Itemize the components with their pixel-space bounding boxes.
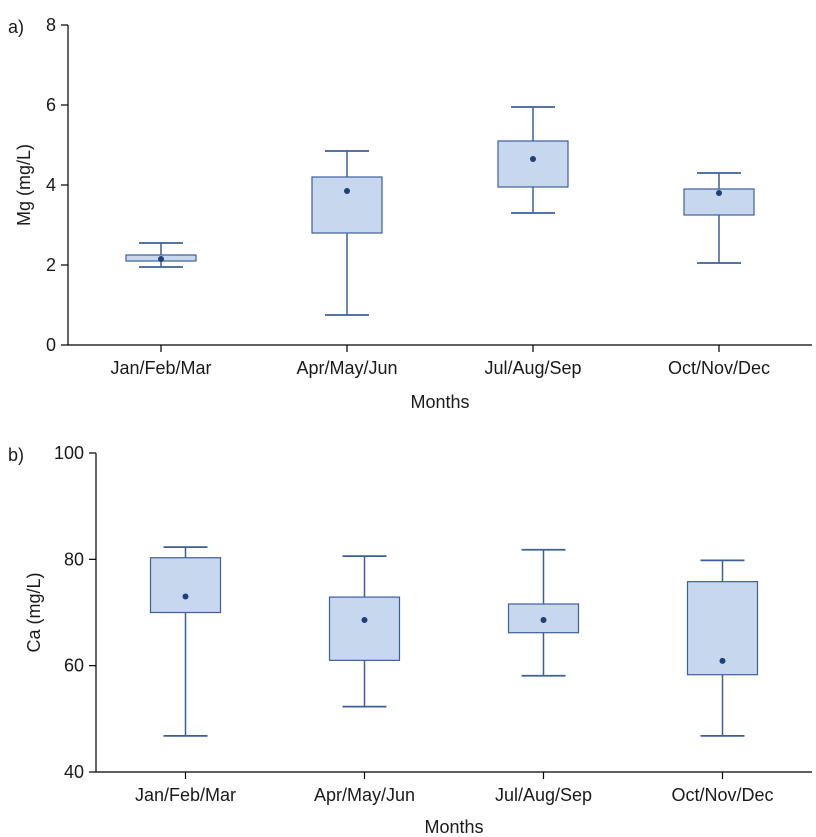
x-axis-title: Months: [410, 392, 469, 412]
y-axis-title: Ca (mg/L): [24, 572, 44, 652]
mean-point: [530, 156, 536, 162]
box-iqr: [311, 176, 383, 234]
x-axis-title: Months: [424, 817, 483, 837]
x-tick-label: Jul/Aug/Sep: [484, 358, 581, 378]
y-tick-label: 80: [64, 549, 84, 569]
mean-point: [158, 256, 164, 262]
y-tick-label: 60: [64, 656, 84, 676]
y-tick-label: 100: [54, 443, 84, 463]
x-tick-label: Apr/May/Jun: [296, 358, 397, 378]
y-tick-label: 40: [64, 762, 84, 782]
x-tick-label: Jul/Aug/Sep: [495, 785, 592, 805]
y-axis-title: Mg (mg/L): [14, 144, 34, 226]
mean-point: [719, 657, 726, 664]
y-tick-label: 6: [46, 95, 56, 115]
box-iqr: [497, 140, 569, 188]
mean-point: [182, 593, 189, 600]
x-tick-label: Apr/May/Jun: [314, 785, 415, 805]
box-iqr: [149, 557, 222, 614]
x-tick-label: Jan/Feb/Mar: [110, 358, 211, 378]
mean-point: [361, 616, 368, 623]
mean-point: [716, 190, 722, 196]
y-tick-label: 0: [46, 335, 56, 355]
x-tick-label: Oct/Nov/Dec: [671, 785, 773, 805]
mean-point: [540, 616, 547, 623]
panel-label: a): [8, 17, 24, 37]
y-tick-label: 2: [46, 255, 56, 275]
mean-point: [344, 188, 350, 194]
box-iqr: [328, 596, 401, 661]
panel-label: b): [8, 445, 24, 465]
x-tick-label: Jan/Feb/Mar: [135, 785, 236, 805]
y-tick-label: 8: [46, 15, 56, 35]
y-tick-label: 4: [46, 175, 56, 195]
x-tick-label: Oct/Nov/Dec: [668, 358, 770, 378]
